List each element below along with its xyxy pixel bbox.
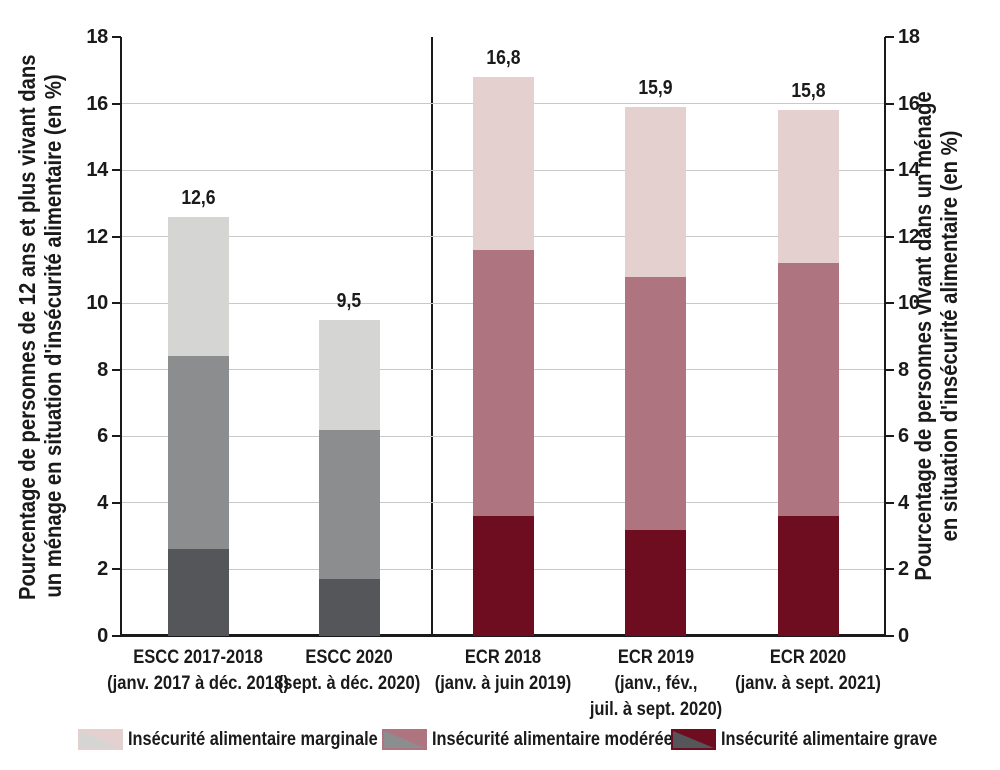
left-tick-12 xyxy=(112,235,121,238)
left-tick-label-2: 2 xyxy=(97,558,108,581)
left-tick-6 xyxy=(112,435,121,438)
legend-label-grave: Insécurité alimentaire grave xyxy=(721,729,938,750)
x-label-line: (janv. à juin 2019) xyxy=(434,673,572,694)
bar-ecr-2020-marginale xyxy=(777,110,839,264)
x-label-escc-2017-2018: ESCC 2017-2018 (janv. 2017 à déc. 2018) xyxy=(98,645,298,697)
right-tick-label-0: 0 xyxy=(898,625,909,647)
left-tick-0 xyxy=(112,635,121,637)
right-tick-label-6: 6 xyxy=(898,425,909,448)
left-tick-16 xyxy=(112,102,121,105)
left-tick-label-6: 6 xyxy=(97,425,108,448)
legend-swatch-grave-icon xyxy=(671,729,716,750)
left-tick-label-12: 12 xyxy=(86,225,108,248)
right-tick-label-18: 18 xyxy=(898,26,920,48)
bar-ecr-2018-grave xyxy=(472,516,534,636)
value-label-text: 15,8 xyxy=(790,80,826,103)
left-tick-label-8: 8 xyxy=(97,358,108,381)
right-tick-14 xyxy=(885,169,894,172)
bar-ecr-2020-moderee xyxy=(777,263,839,517)
survey-divider-line xyxy=(431,37,433,635)
right-tick-6 xyxy=(885,435,894,438)
value-label-ecr-2020: 15,8 xyxy=(763,80,853,103)
right-axis-title-line2: en situation d'insécurité alimentaire (e… xyxy=(936,130,962,542)
right-tick-label-4: 4 xyxy=(898,491,909,514)
left-tick-label-4: 4 xyxy=(97,491,108,514)
value-label-escc-2020: 9,5 xyxy=(304,290,394,313)
left-tick-2 xyxy=(112,568,121,571)
bar-escc-2017-2018-marginale xyxy=(167,216,229,357)
right-tick-2 xyxy=(885,568,894,571)
value-label-text: 15,9 xyxy=(638,76,673,99)
x-label-ecr-2019: ECR 2019 (janv., fév., juil. à sept. 2020) xyxy=(555,645,755,723)
x-label-ecr-2018: ECR 2018 (janv. à juin 2019) xyxy=(403,645,603,697)
bar-ecr-2018-marginale xyxy=(472,76,534,250)
right-tick-label-8: 8 xyxy=(898,358,909,381)
right-y-axis-line xyxy=(884,37,886,637)
bar-escc-2020-marginale xyxy=(318,319,380,430)
bar-ecr-2020-grave xyxy=(777,516,839,636)
x-label-line: (sept. à déc. 2020) xyxy=(277,673,421,694)
left-tick-4 xyxy=(112,501,121,504)
bar-ecr-2018-moderee xyxy=(472,249,534,517)
left-axis-title-line2: un ménage en situation d'insécurité alim… xyxy=(40,74,66,598)
right-tick-4 xyxy=(885,501,894,504)
legend-label-moderee: Insécurité alimentaire modérée xyxy=(432,729,673,750)
x-label-line: ECR 2019 xyxy=(617,647,694,668)
left-tick-8 xyxy=(112,368,121,371)
x-label-line: ECR 2020 xyxy=(769,647,847,668)
right-tick-label-12: 12 xyxy=(898,225,920,248)
x-label-escc-2020: ESCC 2020 (sept. à déc. 2020) xyxy=(249,645,449,697)
left-tick-14 xyxy=(112,169,121,172)
right-tick-label-14: 14 xyxy=(898,159,920,182)
x-label-line: juil. à sept. 2020) xyxy=(589,699,722,720)
value-label-escc-2017-2018: 12,6 xyxy=(153,187,243,210)
left-axis-title: Pourcentage de personnes de 12 ans et pl… xyxy=(14,36,66,636)
right-tick-16 xyxy=(885,102,894,105)
value-label-ecr-2019: 15,9 xyxy=(611,77,701,100)
right-tick-0 xyxy=(885,635,894,637)
bar-escc-2017-2018-moderee xyxy=(167,356,229,550)
value-label-ecr-2018: 16,8 xyxy=(458,47,548,70)
right-tick-label-16: 16 xyxy=(898,92,920,115)
left-tick-label-14: 14 xyxy=(86,159,108,182)
left-y-axis-line xyxy=(120,37,122,637)
left-tick-10 xyxy=(112,302,121,305)
x-label-ecr-2020: ECR 2020 (janv. à sept. 2021) xyxy=(708,645,908,697)
x-label-line: (janv. 2017 à déc. 2018) xyxy=(107,673,289,694)
value-label-text: 16,8 xyxy=(485,46,521,69)
left-tick-label-16: 16 xyxy=(86,92,108,115)
left-tick-label-0: 0 xyxy=(97,625,108,647)
x-label-line: ECR 2018 xyxy=(464,647,542,668)
left-tick-label-10: 10 xyxy=(86,292,108,315)
x-label-line: (janv. à sept. 2021) xyxy=(735,673,881,694)
left-tick-label-18: 18 xyxy=(86,26,108,48)
left-axis-title-line1: Pourcentage de personnes de 12 ans et pl… xyxy=(14,54,40,600)
right-tick-8 xyxy=(885,368,894,371)
right-tick-18 xyxy=(885,36,894,38)
right-tick-10 xyxy=(885,302,894,305)
value-label-text: 12,6 xyxy=(180,186,216,209)
right-tick-12 xyxy=(885,235,894,238)
legend-label-marginale: Insécurité alimentaire marginale xyxy=(128,729,378,750)
bar-escc-2017-2018-grave xyxy=(167,549,229,636)
bar-ecr-2019-grave xyxy=(625,529,686,636)
right-tick-label-2: 2 xyxy=(898,558,909,581)
x-label-line: ESCC 2017-2018 xyxy=(133,647,263,668)
bar-escc-2020-grave xyxy=(318,579,380,636)
bar-escc-2020-moderee xyxy=(318,429,380,580)
right-axis-title: Pourcentage de personnes vivant dans un … xyxy=(910,36,962,636)
x-label-line: (janv., fév., xyxy=(613,673,697,694)
value-label-text: 9,5 xyxy=(336,289,362,312)
right-tick-label-10: 10 xyxy=(898,292,920,315)
legend-swatch-moderee-icon xyxy=(382,729,427,750)
legend-swatch-marginale-icon xyxy=(78,729,123,750)
bar-ecr-2019-moderee xyxy=(625,276,686,530)
left-tick-18 xyxy=(112,36,121,38)
x-label-line: ESCC 2020 xyxy=(305,647,393,668)
bar-ecr-2019-marginale xyxy=(625,106,686,277)
right-axis-title-line1: Pourcentage de personnes vivant dans un … xyxy=(910,91,936,581)
